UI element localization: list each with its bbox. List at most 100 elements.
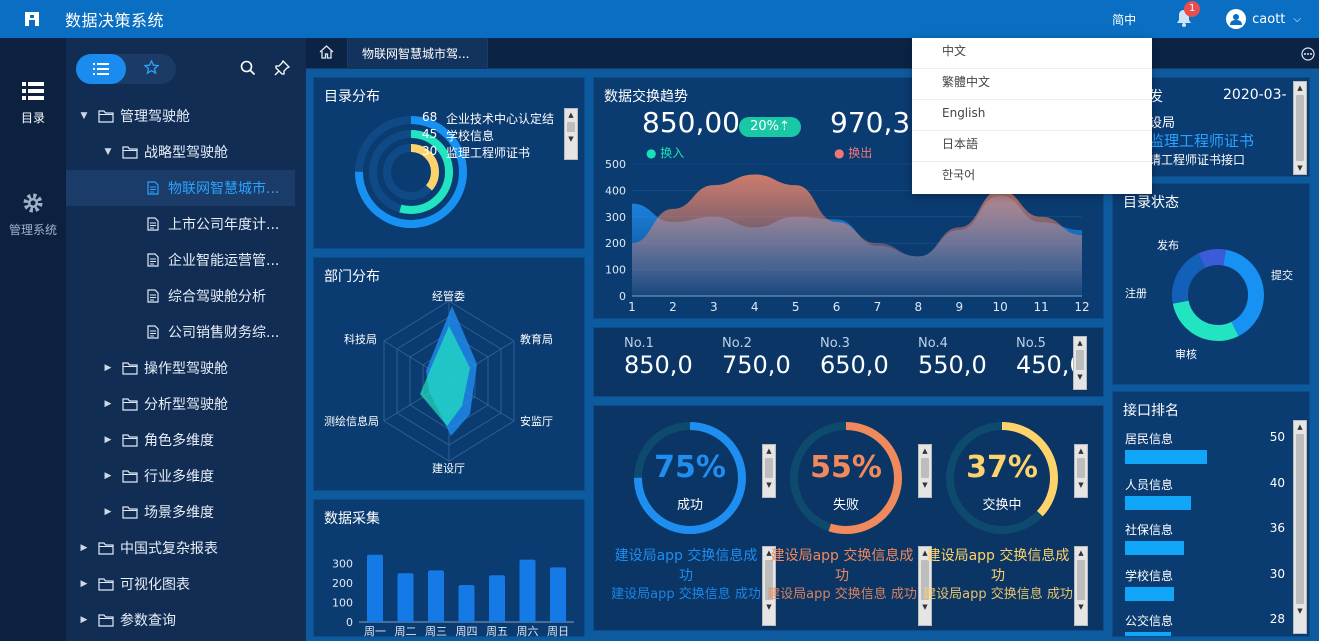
bar — [458, 584, 475, 622]
app-logo-icon[interactable] — [15, 2, 49, 36]
rank-item: No.5 450,0 — [1016, 336, 1084, 379]
trend-out-value: 970,30 — [830, 106, 928, 139]
tree-node[interactable]: ▼ 战略型驾驶舱 — [66, 134, 306, 170]
favorites-button[interactable] — [126, 54, 176, 84]
tree-node[interactable]: ▶ 行业多维度 — [66, 458, 306, 494]
gauge-item: 37% 交换中 ▲ ▼ 建设局app 交换信息成功 建设局app 交换信息 成功 ▲ ▼ — [923, 406, 1094, 632]
tree-node[interactable]: ▶ 分析型驾驶舱 — [66, 386, 306, 422]
caret-right-icon[interactable]: ▶ — [104, 507, 112, 517]
tree-node-label: 公司销售财务综... — [168, 325, 280, 341]
notification-badge: 1 — [1184, 1, 1201, 17]
ranking-item: 社保信息 36 — [1125, 521, 1291, 561]
y-tick-label: 100 — [605, 264, 626, 277]
scrollbar[interactable]: ▲ ▼ — [918, 444, 932, 498]
caret-right-icon[interactable]: ▶ — [104, 435, 112, 445]
tab-home[interactable] — [306, 38, 348, 69]
tree-node[interactable]: 综合驾驶舱分析 — [66, 278, 306, 314]
user-menu[interactable]: caott ⌵ — [1226, 9, 1301, 29]
scrollbar[interactable]: ▲ ▼ — [1293, 420, 1307, 634]
rail-item-catalog[interactable]: 目录 — [0, 82, 66, 126]
tree-node[interactable]: ▼ 管理驾驶舱 — [66, 98, 306, 134]
panel-title: 目录状态 — [1123, 195, 1179, 211]
x-tick-label: 周六 — [517, 625, 539, 638]
tree-node[interactable]: ▶ 参数查询 — [66, 602, 306, 638]
tree-node[interactable]: ▶ 场景多维度 — [66, 494, 306, 530]
rank-no: No.3 — [820, 336, 850, 351]
news-cert[interactable]: 监理工程师证书 — [1149, 132, 1255, 150]
tree-node-label: 综合驾驶舱分析 — [168, 289, 266, 305]
tree-node-label: 物联网智慧城市... — [168, 181, 280, 197]
lang-option[interactable]: 繁體中文 — [912, 69, 1152, 100]
tab-current[interactable]: 物联网智慧城市驾... — [348, 38, 488, 69]
panel-gauges: 75% 成功 ▲ ▼ 建设局app 交换信息成功 建设局app 交换信息 成功 ▲ ▼ 55% 失… — [593, 405, 1104, 631]
folder-icon — [122, 145, 138, 159]
lang-option[interactable]: 中文 — [912, 38, 1152, 69]
y-tick-label: 100 — [332, 597, 353, 610]
caret-down-icon[interactable]: ▼ — [104, 147, 112, 157]
gauge-percent: 75% — [654, 450, 726, 485]
panel-catalog: 目录分布 68 企业技术中心认定结 45 学校信息 30 监理工程师证书 ▲ ▼ — [313, 77, 585, 249]
scrollbar[interactable]: ▲ ▼ — [918, 546, 932, 626]
caret-right-icon[interactable]: ▶ — [80, 543, 88, 553]
lang-option[interactable]: English — [912, 100, 1152, 131]
caret-right-icon[interactable]: ▶ — [104, 471, 112, 481]
search-icon[interactable] — [240, 60, 256, 80]
folder-icon — [98, 541, 114, 555]
ranking-label: 社保信息 — [1125, 523, 1174, 537]
rank-value: 450,0 — [1016, 351, 1084, 379]
x-tick-label: 5 — [792, 300, 800, 314]
gauge-label: 交换中 — [982, 498, 1022, 513]
tree-node[interactable]: ▶ 操作型驾驶舱 — [66, 350, 306, 386]
rank-value: 850,0 — [624, 351, 693, 379]
caret-right-icon[interactable]: ▶ — [80, 579, 88, 589]
ranking-bar — [1125, 495, 1191, 510]
catalog-tree: ▼ 管理驾驶舱 ▼ 战略型驾驶舱物联网智慧城市... 上市公司年度计... 企业智能运营管… — [66, 38, 306, 641]
folder-icon — [98, 613, 114, 627]
more-icon[interactable] — [1301, 46, 1315, 65]
tree-node[interactable]: 公司销售财务综... — [66, 314, 306, 350]
tree-node-label: 中国式复杂报表 — [120, 541, 218, 557]
scrollbar[interactable]: ▲ ▼ — [762, 546, 776, 626]
tree-node[interactable]: ▶ 中国式复杂报表 — [66, 530, 306, 566]
tree-node-label: 分析型驾驶舱 — [144, 397, 228, 413]
y-tick-label: 300 — [605, 211, 626, 224]
pin-icon[interactable] — [274, 59, 291, 80]
scrollbar[interactable]: ▲ ▼ — [1073, 336, 1087, 390]
caret-right-icon[interactable]: ▶ — [104, 363, 112, 373]
caret-right-icon[interactable]: ▶ — [104, 399, 112, 409]
radar-label: 科技局 — [344, 333, 377, 346]
tree-node[interactable]: ▶ 角色多维度 — [66, 422, 306, 458]
scrollbar[interactable]: ▲ ▼ — [1293, 81, 1307, 175]
panel-ranking: 接口排名 居民信息 50 人员信息 40 社保信息 36 学校信息 30 公交信息 28 ▲ ▼ — [1112, 391, 1310, 637]
scrollbar[interactable]: ▲ ▼ — [1074, 444, 1088, 498]
trend-in-value: 850,00 — [642, 106, 740, 139]
gauge-message-title: 建设局app 交换信息成功 — [926, 548, 1070, 584]
lang-option[interactable]: 한국어 — [942, 168, 976, 182]
lang-option[interactable]: 日本語 — [912, 131, 1152, 162]
document-icon — [146, 325, 162, 339]
x-tick-label: 9 — [955, 300, 963, 314]
folder-icon — [122, 433, 138, 447]
tree-node[interactable]: 企业智能运营管... — [66, 242, 306, 278]
x-tick-label: 周日 — [547, 625, 569, 638]
gauge-message-sub: 建设局app 交换信息 成功 — [923, 587, 1073, 602]
list-view-button[interactable] — [76, 54, 126, 84]
gauge-message-sub: 建设局app 交换信息 成功 — [611, 587, 761, 602]
language-switch[interactable]: 简中 — [1112, 12, 1137, 27]
caret-down-icon[interactable]: ▼ — [80, 111, 88, 121]
tree-node[interactable]: 物联网智慧城市... — [66, 170, 295, 206]
scrollbar[interactable]: ▲ ▼ — [564, 108, 578, 160]
scrollbar[interactable]: ▲ ▼ — [1074, 546, 1088, 626]
legend-label: 换入 — [660, 146, 685, 160]
rail-item-admin[interactable]: 管理系统 — [0, 192, 66, 238]
caret-right-icon[interactable]: ▶ — [80, 615, 88, 625]
tree-node[interactable]: ▶ 可视化图表 — [66, 566, 306, 602]
panel-title: 发 — [1149, 89, 1163, 105]
chevron-down-icon: ⌵ — [1293, 13, 1301, 25]
tree-node-label: 场景多维度 — [144, 505, 214, 521]
bell-icon[interactable]: 1 — [1176, 1, 1201, 29]
tree-node[interactable]: 上市公司年度计... — [66, 206, 306, 242]
radar-label: 安监厅 — [520, 415, 553, 428]
scrollbar[interactable]: ▲ ▼ — [762, 444, 776, 498]
